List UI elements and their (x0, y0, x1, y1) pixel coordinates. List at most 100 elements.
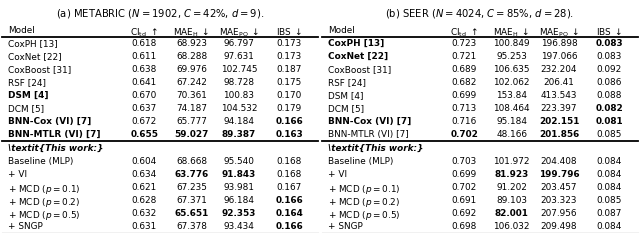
Text: DCM [5]: DCM [5] (328, 104, 365, 113)
Text: + MCD ($p = 0.5$): + MCD ($p = 0.5$) (8, 209, 81, 222)
Text: + MCD ($p = 0.2$): + MCD ($p = 0.2$) (8, 195, 81, 209)
Text: 0.638: 0.638 (132, 65, 157, 74)
Text: DSM [4]: DSM [4] (8, 91, 49, 100)
Text: 96.184: 96.184 (223, 195, 255, 205)
Text: + SNGP: + SNGP (8, 222, 43, 230)
Text: 0.611: 0.611 (132, 52, 157, 61)
Text: 0.723: 0.723 (452, 39, 477, 48)
Text: 0.168: 0.168 (277, 170, 302, 179)
Text: 0.084: 0.084 (597, 183, 622, 192)
Text: + MCD ($p = 0.1$): + MCD ($p = 0.1$) (328, 183, 401, 195)
Text: 207.956: 207.956 (541, 209, 577, 218)
Text: 104.532: 104.532 (221, 104, 257, 113)
Text: 413.543: 413.543 (541, 91, 577, 100)
Text: 0.670: 0.670 (132, 91, 157, 100)
Text: 102.745: 102.745 (221, 65, 257, 74)
Text: 59.027: 59.027 (174, 130, 209, 139)
Text: 67.371: 67.371 (176, 195, 207, 205)
Text: 0.088: 0.088 (596, 91, 622, 100)
Text: 91.843: 91.843 (222, 170, 256, 179)
Text: 201.856: 201.856 (539, 130, 579, 139)
Text: (a) METABRIC ($N = 1902$, $C = 42\%$, $d = 9$).: (a) METABRIC ($N = 1902$, $C = 42\%$, $d… (56, 7, 264, 21)
Text: 101.972: 101.972 (493, 157, 530, 166)
Text: 0.672: 0.672 (132, 117, 157, 126)
Text: BNN-MTLR (VI) [7]: BNN-MTLR (VI) [7] (328, 130, 409, 139)
Text: 232.204: 232.204 (541, 65, 577, 74)
Text: Model: Model (8, 26, 35, 35)
Text: 0.689: 0.689 (452, 65, 477, 74)
Text: 0.086: 0.086 (597, 78, 622, 87)
Text: 93.981: 93.981 (223, 183, 255, 192)
Text: 209.498: 209.498 (541, 222, 577, 230)
Text: 0.637: 0.637 (132, 104, 157, 113)
Text: 0.702: 0.702 (452, 183, 477, 192)
Text: Model: Model (328, 26, 355, 35)
Text: 65.651: 65.651 (175, 209, 209, 218)
Text: 0.713: 0.713 (452, 104, 477, 113)
Text: 95.184: 95.184 (496, 117, 527, 126)
Text: 0.166: 0.166 (276, 117, 303, 126)
Text: 48.166: 48.166 (496, 130, 527, 139)
Text: BNN-MTLR (VI) [7]: BNN-MTLR (VI) [7] (8, 130, 101, 139)
Text: CI$_{\mathrm{td}}$ $\uparrow$: CI$_{\mathrm{td}}$ $\uparrow$ (451, 26, 478, 39)
Text: 89.103: 89.103 (496, 195, 527, 205)
Text: RSF [24]: RSF [24] (328, 78, 366, 87)
Text: \textit{This work:}: \textit{This work:} (8, 144, 104, 153)
Text: 82.001: 82.001 (495, 209, 529, 218)
Text: RSF [24]: RSF [24] (8, 78, 46, 87)
Text: MAE$_{\mathrm{H}}$ $\downarrow$: MAE$_{\mathrm{H}}$ $\downarrow$ (173, 26, 210, 39)
Text: 0.083: 0.083 (596, 39, 623, 48)
Text: 68.923: 68.923 (176, 39, 207, 48)
Text: 67.235: 67.235 (176, 183, 207, 192)
Text: + SNGP: + SNGP (328, 222, 363, 230)
Text: 0.173: 0.173 (277, 52, 302, 61)
Text: 0.632: 0.632 (132, 209, 157, 218)
Text: MAE$_{\mathrm{PO}}$ $\downarrow$: MAE$_{\mathrm{PO}}$ $\downarrow$ (539, 26, 579, 39)
Text: 0.692: 0.692 (452, 209, 477, 218)
Text: 0.179: 0.179 (277, 104, 302, 113)
Text: 202.151: 202.151 (539, 117, 579, 126)
Text: + MCD ($p = 0.1$): + MCD ($p = 0.1$) (8, 183, 81, 195)
Text: 0.604: 0.604 (132, 157, 157, 166)
Text: 0.628: 0.628 (132, 195, 157, 205)
Text: 91.202: 91.202 (496, 183, 527, 192)
Text: 197.066: 197.066 (541, 52, 577, 61)
Text: 204.408: 204.408 (541, 157, 577, 166)
Text: 94.184: 94.184 (223, 117, 255, 126)
Text: 0.083: 0.083 (597, 52, 622, 61)
Text: MAE$_{\mathrm{PO}}$ $\downarrow$: MAE$_{\mathrm{PO}}$ $\downarrow$ (219, 26, 259, 39)
Text: 0.166: 0.166 (276, 222, 303, 230)
Text: 206.41: 206.41 (543, 78, 574, 87)
Text: 70.361: 70.361 (176, 91, 207, 100)
Text: 93.434: 93.434 (223, 222, 254, 230)
Text: 0.698: 0.698 (452, 222, 477, 230)
Text: 67.378: 67.378 (176, 222, 207, 230)
Text: 68.668: 68.668 (176, 157, 207, 166)
Text: 69.976: 69.976 (176, 65, 207, 74)
Text: 97.631: 97.631 (223, 52, 254, 61)
Text: 100.83: 100.83 (223, 91, 255, 100)
Text: 203.457: 203.457 (541, 183, 577, 192)
Text: 96.797: 96.797 (223, 39, 254, 48)
Text: CI$_{\mathrm{td}}$ $\uparrow$: CI$_{\mathrm{td}}$ $\uparrow$ (131, 26, 158, 39)
Text: 89.387: 89.387 (222, 130, 256, 139)
Text: 0.092: 0.092 (597, 65, 622, 74)
Text: 223.397: 223.397 (541, 104, 577, 113)
Text: CoxBoost [31]: CoxBoost [31] (8, 65, 72, 74)
Text: 108.464: 108.464 (493, 104, 530, 113)
Text: + VI: + VI (8, 170, 28, 179)
Text: 0.621: 0.621 (132, 183, 157, 192)
Text: 0.716: 0.716 (452, 117, 477, 126)
Text: BNN-Cox (VI) [7]: BNN-Cox (VI) [7] (8, 117, 92, 126)
Text: 0.085: 0.085 (597, 130, 622, 139)
Text: 0.084: 0.084 (597, 222, 622, 230)
Text: 0.699: 0.699 (452, 91, 477, 100)
Text: 196.898: 196.898 (541, 39, 577, 48)
Text: 106.635: 106.635 (493, 65, 530, 74)
Text: 0.691: 0.691 (452, 195, 477, 205)
Text: 100.849: 100.849 (493, 39, 530, 48)
Text: CoxNet [22]: CoxNet [22] (8, 52, 62, 61)
Text: CoxPH [13]: CoxPH [13] (328, 39, 385, 48)
Text: 0.618: 0.618 (132, 39, 157, 48)
Text: CoxNet [22]: CoxNet [22] (328, 52, 388, 61)
